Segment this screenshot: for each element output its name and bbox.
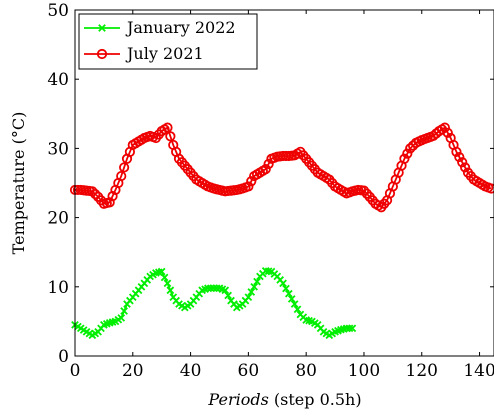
- data-point: [87, 186, 98, 197]
- series-layer: [69, 122, 494, 340]
- data-point: [117, 314, 126, 322]
- series-january-2022: [71, 267, 357, 340]
- legend: January 2022 July 2021: [78, 13, 258, 70]
- data-point: [166, 286, 175, 295]
- y-tick-label: 50: [47, 1, 69, 21]
- x-tick-label: 0: [70, 361, 81, 381]
- legend-marker: [96, 48, 108, 60]
- x-tick-label: 60: [238, 361, 260, 381]
- data-point: [290, 300, 299, 308]
- x-tick-label: 120: [406, 361, 438, 381]
- y-tick-label: 40: [47, 70, 69, 90]
- data-point: [162, 122, 173, 133]
- data-point: [206, 284, 215, 293]
- data-point: [342, 324, 351, 333]
- data-point: [246, 176, 257, 187]
- data-point: [250, 282, 258, 291]
- legend-item: July 2021: [84, 44, 204, 63]
- x-tick-label: 80: [295, 361, 317, 381]
- axis-ticks: 0 20 40 60 80 100 120 140 0 10 20 30 40 50: [47, 1, 494, 381]
- x-tick-label: 100: [348, 361, 380, 381]
- data-point: [460, 162, 471, 173]
- data-point: [244, 293, 253, 302]
- data-point: [212, 284, 221, 293]
- data-point: [399, 153, 410, 164]
- data-point: [157, 267, 166, 276]
- x-tick-label: 140: [463, 361, 494, 381]
- data-point: [287, 295, 296, 303]
- data-point: [260, 164, 271, 175]
- y-tick-label: 30: [47, 139, 69, 159]
- data-point: [160, 273, 169, 282]
- data-point: [457, 157, 468, 168]
- plot-frame: [74, 9, 494, 357]
- data-point: [293, 305, 302, 314]
- data-point: [442, 127, 453, 138]
- legend-box: [78, 13, 258, 70]
- legend-label: January 2022: [125, 18, 236, 37]
- data-point: [282, 284, 290, 293]
- y-tick-label: 10: [47, 278, 69, 298]
- data-point: [454, 151, 465, 163]
- y-axis-label: Temperature (°C): [9, 112, 28, 255]
- data-point: [405, 143, 416, 154]
- data-point: [119, 162, 130, 173]
- series-line: [74, 269, 353, 337]
- legend-item: January 2022: [84, 18, 236, 37]
- data-point: [486, 183, 494, 194]
- data-point: [90, 188, 101, 200]
- data-point: [247, 288, 256, 296]
- y-tick-label: 0: [58, 347, 69, 367]
- data-point: [165, 131, 176, 142]
- data-point: [439, 122, 450, 133]
- series-line: [75, 126, 492, 209]
- series-july-2021: [69, 122, 494, 213]
- legend-marker: [98, 24, 106, 32]
- data-point: [345, 324, 354, 333]
- data-point: [243, 181, 254, 192]
- data-point: [263, 158, 274, 170]
- x-tick-label: 40: [180, 361, 202, 381]
- x-axis-label-rest: (step 0.5h): [269, 390, 362, 409]
- legend-label: July 2021: [125, 44, 204, 63]
- data-point: [402, 148, 413, 159]
- data-point: [253, 277, 261, 286]
- data-point: [348, 324, 357, 333]
- data-point: [116, 170, 127, 182]
- x-axis-label: Periods (step 0.5h): [207, 390, 361, 409]
- data-point: [358, 185, 370, 196]
- data-point: [120, 307, 128, 315]
- data-point: [204, 284, 212, 293]
- data-point: [361, 188, 372, 199]
- data-point: [221, 286, 230, 295]
- data-point: [163, 279, 172, 288]
- x-tick-label: 20: [122, 361, 144, 381]
- data-point: [279, 279, 287, 288]
- data-point: [451, 146, 462, 157]
- y-tick-label: 20: [47, 209, 69, 229]
- data-point: [224, 291, 232, 300]
- x-axis-label-italic: Periods: [207, 390, 268, 409]
- data-point: [284, 289, 293, 298]
- data-point: [209, 284, 218, 293]
